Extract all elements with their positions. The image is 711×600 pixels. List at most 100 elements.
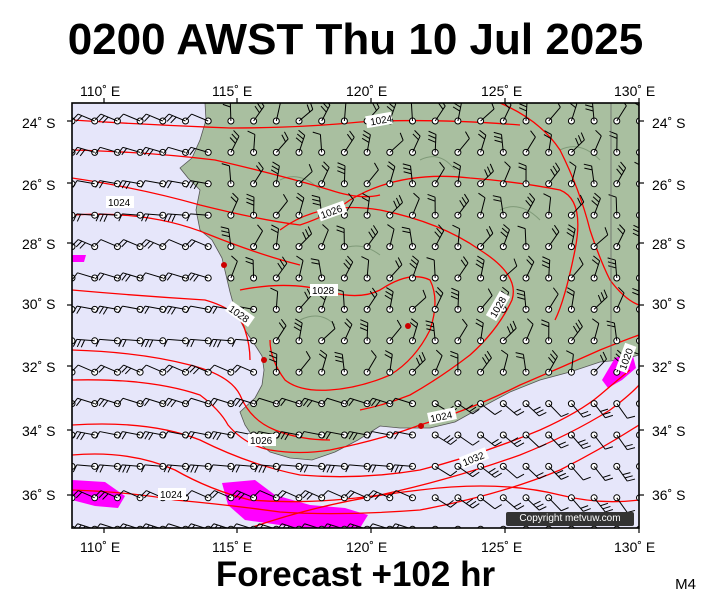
wind-barb-shaft <box>410 165 413 184</box>
wind-barb-shaft <box>146 364 163 373</box>
wind-barb-feather <box>374 400 381 408</box>
wind-barb-feather <box>352 432 358 441</box>
wind-barb-feather <box>605 414 614 419</box>
wind-barb-feather <box>232 523 237 528</box>
wind-barb-feather <box>435 290 442 298</box>
wind-barb-shaft <box>613 322 618 341</box>
wind-barb-shaft <box>593 198 601 216</box>
lon-label: 115˚ E <box>212 83 252 99</box>
wind-barb-feather <box>345 318 353 325</box>
wind-barb-station <box>341 525 348 528</box>
wind-barb-shaft <box>434 230 445 247</box>
wind-barb-feather <box>98 399 105 407</box>
wind-barb-feather <box>140 431 146 439</box>
wind-barb-feather <box>167 464 172 473</box>
wind-barb-feather <box>117 397 124 405</box>
wind-barb-feather <box>484 353 490 362</box>
wind-barb-shaft <box>321 354 328 373</box>
wind-barb-shaft <box>72 340 73 341</box>
wind-barb-feather <box>185 431 191 439</box>
wind-barb-feather <box>472 471 480 478</box>
wind-barb-feather <box>542 256 550 261</box>
wind-barb-shaft <box>298 135 306 153</box>
wind-barb-feather <box>277 262 283 271</box>
wind-barb-feather <box>518 162 527 167</box>
wind-barb-feather <box>72 272 78 280</box>
wind-barb-feather <box>125 181 131 190</box>
wind-barb-shaft <box>144 338 163 342</box>
wind-barb-shaft <box>190 213 209 216</box>
wind-barb-feather <box>577 439 586 444</box>
wind-barb-feather <box>513 258 518 267</box>
isobar-label: 1024 <box>158 488 186 501</box>
wind-barb-feather <box>221 163 230 167</box>
land-relief <box>279 146 601 326</box>
wind-barb-feather <box>140 147 146 154</box>
wind-barb-feather <box>584 167 593 171</box>
wind-barb-feather <box>75 148 82 156</box>
wind-barb-shaft <box>525 103 528 122</box>
wind-barb-shaft <box>191 113 209 122</box>
wind-barb-feather <box>367 490 374 497</box>
wind-barb-feather <box>50 398 55 404</box>
wind-barb-feather <box>436 227 443 235</box>
wind-barb-feather <box>428 138 436 143</box>
wind-barb-feather <box>555 162 561 170</box>
wind-barb-feather <box>527 196 534 204</box>
wind-barb-shaft <box>230 198 239 216</box>
wind-barb-shaft <box>304 397 322 405</box>
wind-barb-feather <box>118 464 123 473</box>
wind-barb-feather <box>94 239 102 246</box>
wind-barb-shaft <box>548 403 562 417</box>
wind-barb-shaft <box>349 431 368 436</box>
wind-barb-feather <box>585 108 594 112</box>
wind-barb-shaft <box>548 434 562 449</box>
wind-barb-feather <box>402 163 411 167</box>
wind-barb-feather <box>459 200 465 208</box>
wind-barb-shaft <box>168 523 184 528</box>
wind-barb-shaft <box>99 338 118 342</box>
wind-barb-shaft <box>548 356 558 373</box>
wind-barb-feather <box>246 201 254 206</box>
wind-barb-feather <box>452 224 460 230</box>
wind-barb-shaft <box>298 171 313 185</box>
wind-barb-shaft <box>100 239 118 248</box>
wind-barb-feather <box>605 477 614 482</box>
wind-barb-shaft <box>229 103 232 122</box>
wind-barb-shaft <box>99 431 118 436</box>
wind-barb-feather <box>54 274 59 280</box>
wind-barb-feather <box>304 291 309 300</box>
wind-barb-feather <box>536 472 544 477</box>
wind-barb-feather <box>57 275 62 281</box>
wind-barb-shaft <box>321 229 329 247</box>
wind-barb-feather <box>117 305 123 314</box>
wind-barb-shaft <box>389 354 393 373</box>
wind-barb-feather <box>277 523 283 528</box>
wind-barb-feather <box>280 432 286 440</box>
wind-barb-shaft <box>372 431 390 436</box>
wind-barb-feather <box>118 523 124 528</box>
wind-barb-shaft <box>327 523 343 528</box>
wind-barb-shaft <box>616 292 625 310</box>
wind-barb-feather <box>258 161 264 169</box>
wind-barb-feather <box>427 197 436 202</box>
wind-barb-shaft <box>571 326 583 342</box>
wind-barb-shaft <box>480 497 496 510</box>
wind-barb-feather <box>147 242 154 249</box>
wind-barb-feather <box>220 226 229 230</box>
wind-barb-feather <box>163 305 169 314</box>
wind-barb-shaft <box>366 294 378 310</box>
wind-barb-shaft <box>640 166 642 184</box>
wind-barb-shaft <box>615 197 618 216</box>
wind-barb-feather <box>543 134 552 139</box>
wind-barb-shaft <box>640 201 650 216</box>
wind-barb-shaft <box>389 228 395 247</box>
wind-barb-feather <box>235 464 241 473</box>
wind-barb-feather <box>600 408 609 412</box>
wind-barb-shaft <box>571 139 585 153</box>
wind-barb-feather <box>186 213 191 222</box>
wind-barb-feather <box>281 134 287 143</box>
wind-barb-feather <box>595 129 602 137</box>
wind-barb-feather <box>583 445 591 450</box>
wind-barb-feather <box>72 305 78 314</box>
